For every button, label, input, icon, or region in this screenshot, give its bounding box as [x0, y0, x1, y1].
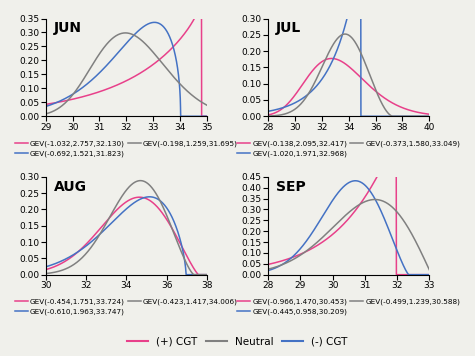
Legend: GEV(-0.454,1.751,33.724), GEV(-0.610,1.963,33.747), GEV(-0.423,1.417,34.006): GEV(-0.454,1.751,33.724), GEV(-0.610,1.9… — [12, 296, 241, 318]
Text: AUG: AUG — [54, 180, 87, 194]
Legend: GEV(-1.032,2.757,32.130), GEV(-0.692,1.521,31.823), GEV(-0.198,1.259,31.695): GEV(-1.032,2.757,32.130), GEV(-0.692,1.5… — [12, 137, 241, 160]
Legend: GEV(-0.966,1.470,30.453), GEV(-0.445,0.958,30.209), GEV(-0.499,1.239,30.588): GEV(-0.966,1.470,30.453), GEV(-0.445,0.9… — [234, 296, 463, 318]
Legend: (+) CGT, Neutral, (-) CGT: (+) CGT, Neutral, (-) CGT — [123, 333, 352, 351]
Text: JUN: JUN — [54, 21, 82, 36]
Text: SEP: SEP — [276, 180, 306, 194]
Text: JUL: JUL — [276, 21, 302, 36]
Legend: GEV(-0.138,2.095,32.417), GEV(-1.020,1.971,32.968), GEV(-0.373,1.580,33.049): GEV(-0.138,2.095,32.417), GEV(-1.020,1.9… — [234, 137, 463, 160]
